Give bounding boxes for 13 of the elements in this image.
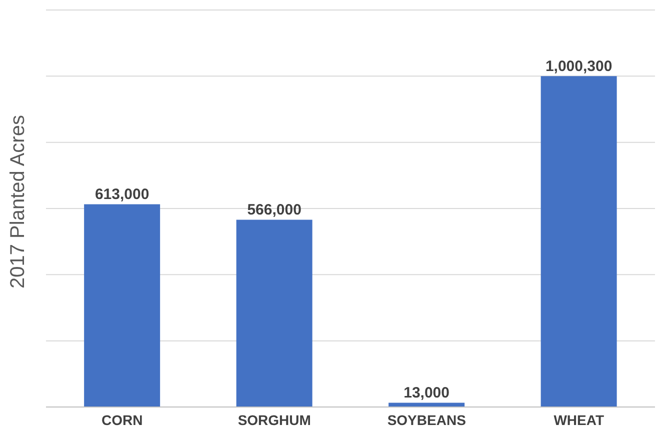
x-tick-label: SORGHUM bbox=[238, 412, 311, 428]
x-tick-label: SOYBEANS bbox=[387, 412, 466, 428]
bar bbox=[84, 204, 160, 407]
bar bbox=[388, 402, 465, 407]
y-axis-title: 2017 Planted Acres bbox=[7, 115, 30, 288]
x-tick-label: CORN bbox=[102, 412, 143, 428]
bar bbox=[540, 76, 617, 407]
data-label: 13,000 bbox=[404, 384, 450, 402]
bar bbox=[236, 220, 312, 407]
data-label: 613,000 bbox=[94, 186, 150, 204]
data-label: 1,000,300 bbox=[545, 58, 612, 76]
x-tick-label: WHEAT bbox=[554, 412, 604, 428]
data-label: 566,000 bbox=[247, 202, 302, 219]
